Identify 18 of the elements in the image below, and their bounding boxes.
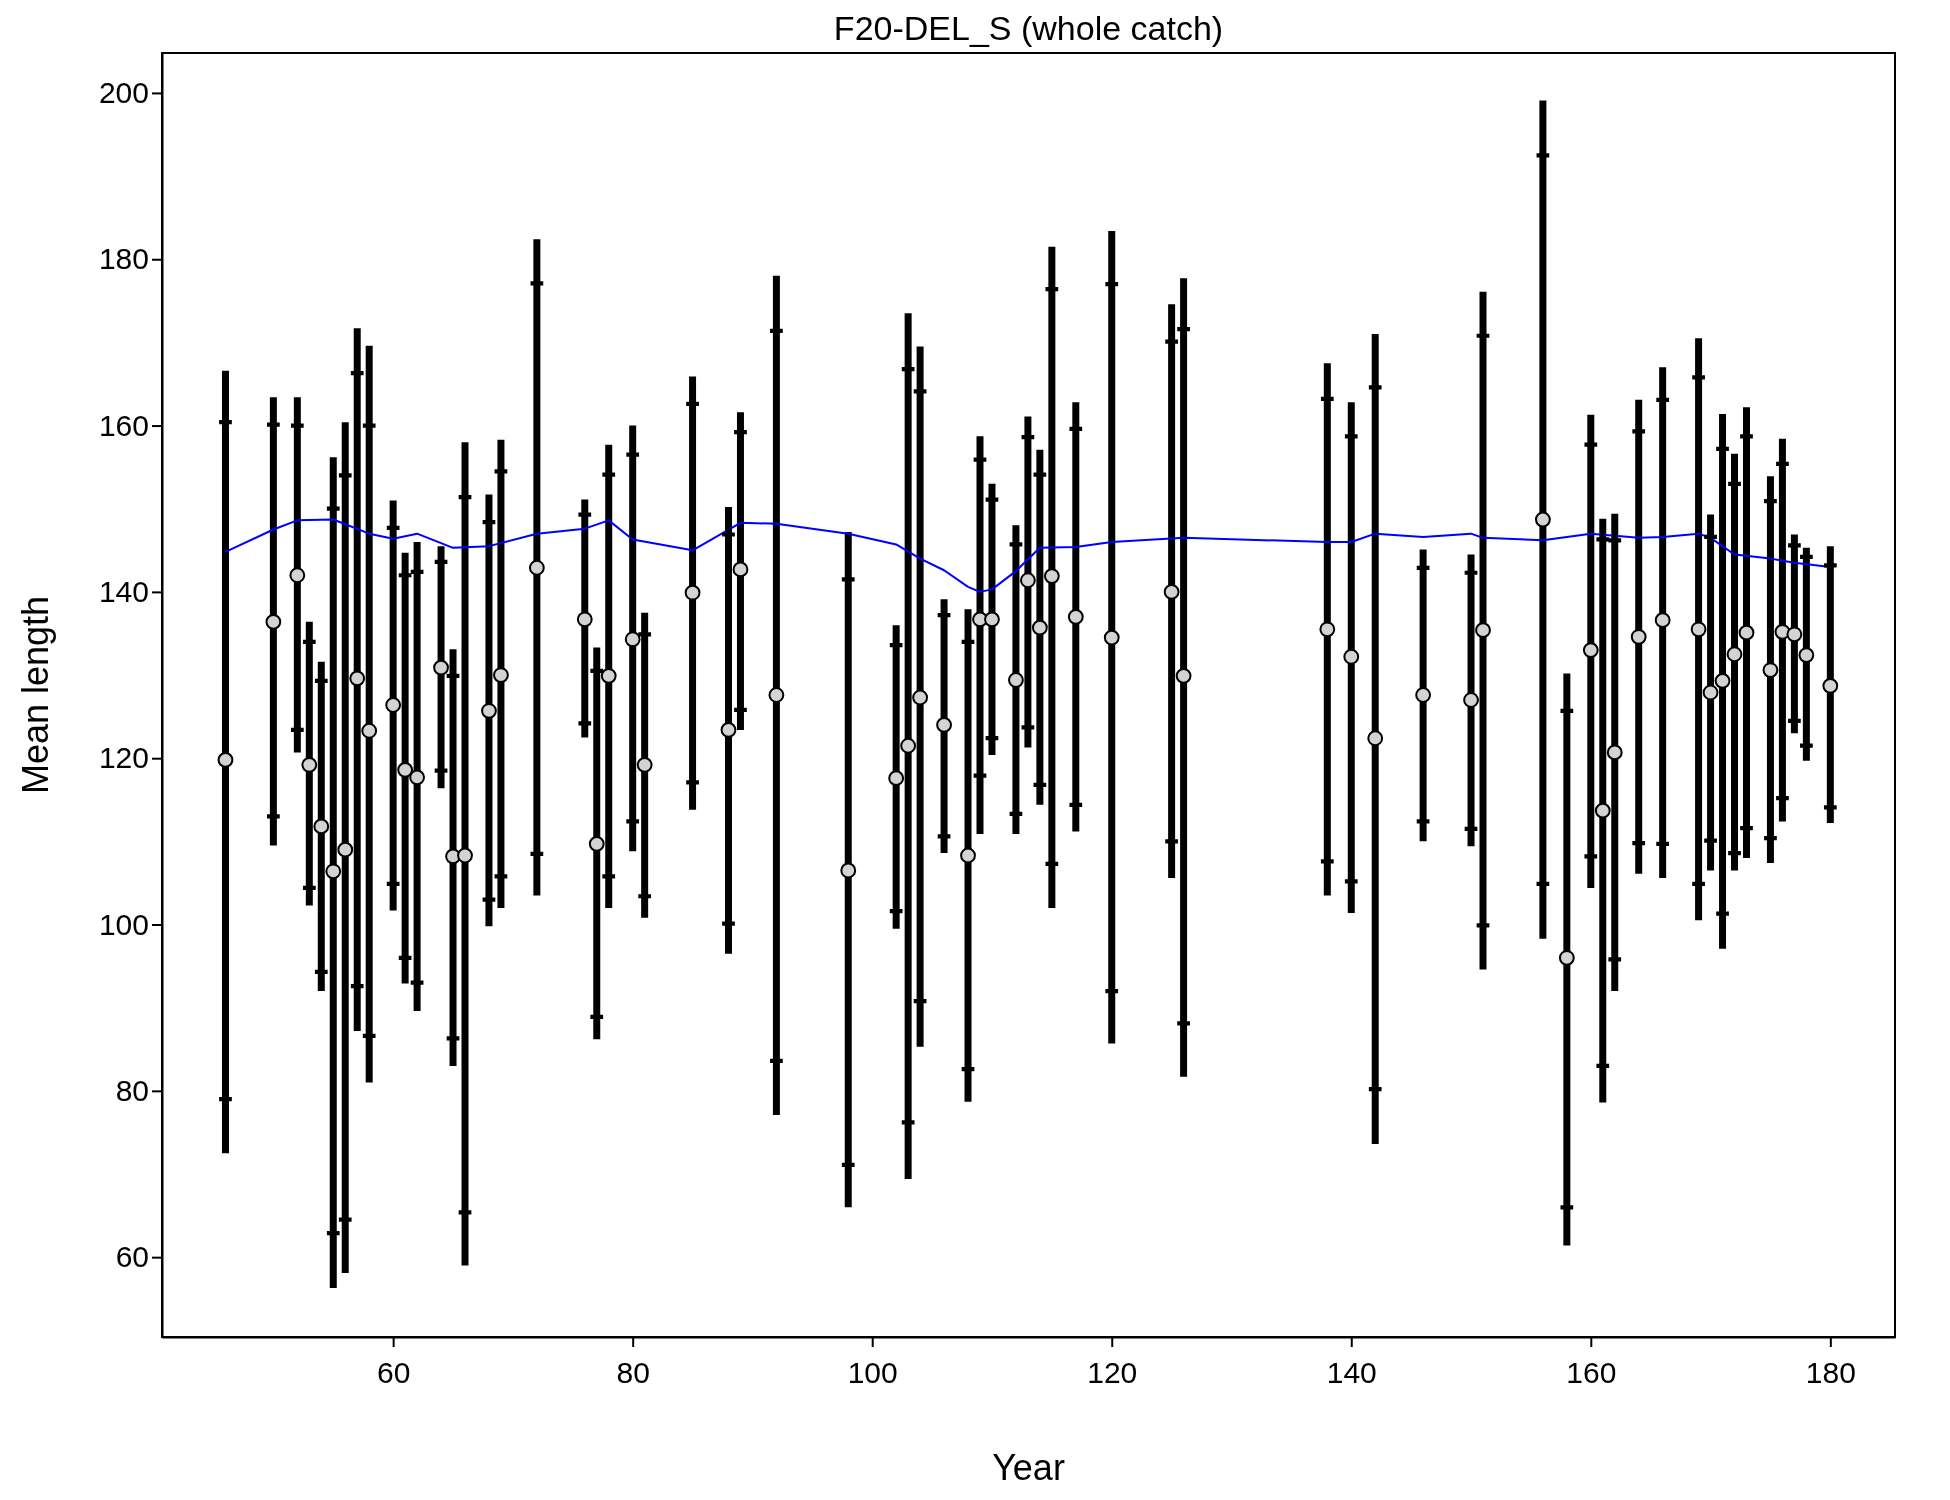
x-axis-title: Year xyxy=(992,1447,1065,1488)
x-tick-label: 80 xyxy=(616,1356,650,1389)
x-tick-label: 160 xyxy=(1566,1356,1617,1389)
chart-title: F20-DEL_S (whole catch) xyxy=(833,9,1224,47)
x-tick-label: 180 xyxy=(1805,1356,1856,1389)
x-tick-label: 120 xyxy=(1087,1356,1138,1389)
y-tick-label: 200 xyxy=(98,76,149,110)
y-tick-label: 60 xyxy=(115,1240,149,1274)
y-tick-label: 140 xyxy=(98,574,149,608)
y-axis-title: Mean length xyxy=(15,595,56,795)
y-tick-label: 80 xyxy=(115,1073,149,1107)
y-tick-label: 160 xyxy=(98,408,149,442)
y-tick-label: 120 xyxy=(98,741,149,775)
x-tick-label: 140 xyxy=(1326,1356,1377,1389)
x-tick-label: 100 xyxy=(847,1356,898,1389)
y-tick-label: 100 xyxy=(98,907,149,941)
y-tick-label: 180 xyxy=(98,242,149,276)
x-tick-label: 60 xyxy=(376,1356,411,1389)
